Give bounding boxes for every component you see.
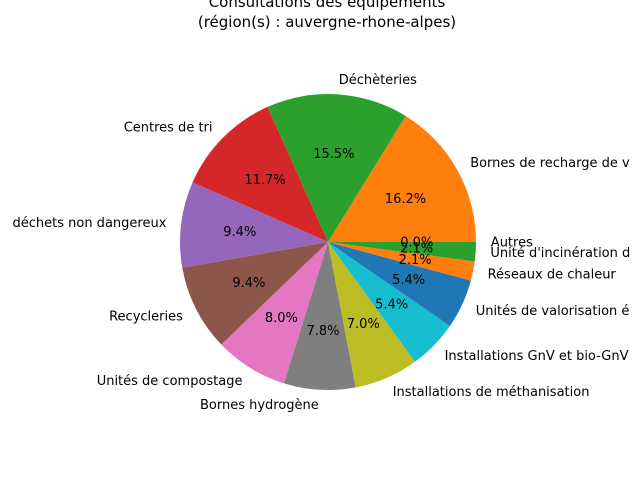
pie-slice [328, 116, 477, 242]
pie-slice [328, 242, 471, 326]
pie-slice [328, 242, 450, 362]
pie-slice [284, 242, 356, 391]
pie-slice-percent-label: 9.4% [232, 276, 265, 291]
pie-slice-category-label: Bornes de recharge de v [470, 156, 630, 171]
pie-slice-percent-label: 16.2% [385, 192, 426, 207]
pie-slice-percent-label: 2.1% [400, 241, 433, 256]
pie-slice-percent-label: 5.4% [375, 298, 408, 313]
pie-slice-category-label: Recycleries [109, 309, 183, 324]
pie-slice-category-label: Unités de compostage [97, 374, 243, 389]
pie-slice [328, 242, 476, 262]
pie-slice [192, 106, 328, 242]
pie-slice-category-label: Unité d'incinération d [490, 246, 630, 261]
pie-slice-percent-label: 8.0% [265, 311, 298, 326]
pie-slice-category-label: Unités de valorisation é [476, 304, 630, 319]
pie-slice [221, 242, 328, 384]
pie-slice [328, 242, 415, 388]
chart-title: Consultations des équipements [209, 0, 446, 11]
pie-slice-percent-label: 0.0% [400, 236, 433, 251]
pie-slice [267, 93, 406, 242]
pie-slice-percent-label: 5.4% [392, 273, 425, 288]
pie-slice [179, 182, 328, 268]
pie-slice-category-label: Réseaux de chaleur [488, 268, 617, 283]
pie-slice-category-label: déchets non dangereux [12, 216, 166, 231]
pie-labels: 16.2% Bornes de recharge de v 15.5% Déchète… [12, 73, 630, 413]
pie-slice-percent-label: 2.1% [399, 253, 432, 268]
pie-slice-percent-label: 7.8% [306, 324, 339, 339]
pie-slice-percent-label: 11.7% [244, 173, 285, 188]
pie-slice-percent-label: 9.4% [223, 225, 256, 240]
pie-slices [179, 93, 477, 391]
pie-slice-category-label: Installations GnV et bio-GnV [445, 349, 629, 364]
pie-slice-percent-label: 7.0% [347, 317, 380, 332]
pie-slice [182, 242, 328, 345]
chart-subtitle: (région(s) : auvergne-rhone-alpes) [198, 13, 456, 31]
pie-slice-category-label: Centres de tri [124, 121, 213, 136]
pie-slice-category-label: Bornes hydrogène [200, 398, 319, 413]
pie-slice [328, 242, 475, 281]
pie-slice-category-label: Installations de méthanisation [393, 385, 590, 400]
pie-slice-percent-label: 15.5% [313, 147, 354, 162]
pie-slice-category-label: Autres [491, 236, 533, 251]
pie-slice-category-label: Déchèteries [339, 73, 417, 88]
